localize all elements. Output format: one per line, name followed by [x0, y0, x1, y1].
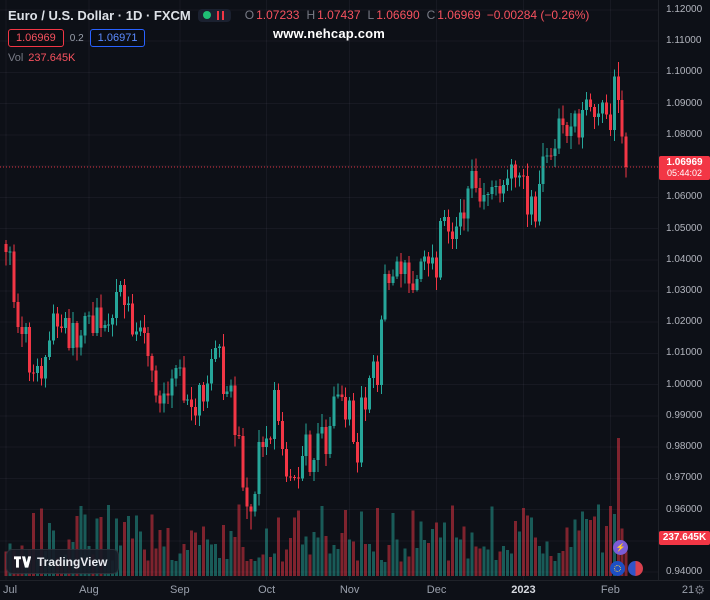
low-label: L — [367, 8, 375, 22]
close-value: 1.06969 — [437, 8, 481, 22]
price-axis-label: 1.01000 — [666, 347, 703, 359]
tradingview-logo-label: TradingView — [37, 554, 108, 569]
buy-button[interactable]: 1.06971 — [89, 29, 146, 47]
price-axis-label: 1.10000 — [666, 66, 703, 78]
ohlc-values: O 1.07233 H 1.07437 L 1.06690 C 1.06969 −0.0… — [238, 8, 590, 22]
time-axis-label: Nov — [339, 584, 360, 596]
price-axis-label: 1.06000 — [666, 191, 703, 203]
tradingview-logo-icon — [14, 555, 31, 568]
legend-source-toggle[interactable] — [197, 8, 231, 22]
time-axis-label: Feb — [600, 584, 620, 596]
last-price-value: 1.06969 — [666, 157, 703, 169]
open-value: 1.07233 — [256, 8, 300, 22]
time-axis[interactable]: Jul Aug Sep Oct Nov Dec 2023 Feb 21 — [0, 580, 710, 600]
price-axis-label: 1.03000 — [666, 285, 703, 296]
volume-axis-badge: 237.645K — [659, 531, 710, 545]
price-axis-label: 1.11000 — [666, 35, 702, 47]
sell-button[interactable]: 1.06969 — [8, 29, 64, 47]
time-axis-label: Dec — [426, 584, 447, 596]
price-axis-label: 0.96000 — [666, 503, 703, 515]
gear-icon[interactable]: ⚙ — [694, 583, 705, 597]
price-axis-label: 1.12000 — [666, 4, 703, 15]
price-axis-label: 0.94000 — [666, 566, 703, 577]
price-axis-label: 0.98000 — [666, 441, 703, 453]
tradingview-logo-button[interactable]: TradingView — [6, 549, 120, 574]
price-axis-label: 0.99000 — [666, 409, 703, 421]
price-axis-label: 0.97000 — [666, 472, 703, 484]
visibility-dot-icon — [202, 11, 211, 19]
spread-label: 0.2 — [69, 32, 84, 44]
candles-icon — [214, 10, 226, 20]
eu-flag-icon[interactable] — [610, 561, 625, 576]
low-value: 1.06690 — [376, 8, 420, 22]
lightning-icon[interactable]: ⚡ — [613, 540, 628, 555]
volume-value: 237.645K — [28, 52, 76, 64]
time-axis-label: 21 — [681, 584, 695, 596]
time-axis-label: Jul — [2, 584, 18, 596]
time-axis-label: Aug — [79, 584, 99, 596]
price-axis-label: 1.02000 — [666, 316, 703, 328]
price-axis-label: 1.05000 — [666, 222, 703, 234]
chart-legend: Euro / U.S. Dollar · 1D · FXCM O 1.07233 … — [8, 6, 589, 64]
us-flag-icon[interactable] — [628, 561, 643, 576]
change-value: −0.00284 (−0.26%) — [486, 8, 590, 22]
last-price-badge: 1.06969 05:44:02 — [659, 156, 710, 181]
open-label: O — [244, 8, 255, 22]
time-axis-label: Oct — [258, 584, 276, 596]
high-label: H — [306, 8, 316, 22]
symbol-title[interactable]: Euro / U.S. Dollar · 1D · FXCM — [8, 7, 191, 23]
price-axis-label: 1.08000 — [666, 128, 703, 140]
high-value: 1.07437 — [317, 8, 361, 22]
site-watermark: www.nehcap.com — [272, 26, 386, 41]
time-axis-label: 2023 — [511, 584, 536, 596]
price-axis-label: 1.09000 — [666, 97, 703, 109]
bar-countdown: 05:44:02 — [666, 168, 703, 179]
price-axis-label: 1.04000 — [666, 253, 703, 265]
price-axis[interactable]: 1.120001.110001.100001.090001.080001.070… — [658, 0, 710, 580]
time-axis-label: Sep — [170, 584, 190, 596]
price-axis-label: 1.00000 — [666, 378, 703, 390]
volume-label: Vol — [8, 52, 24, 64]
close-label: C — [426, 8, 436, 22]
